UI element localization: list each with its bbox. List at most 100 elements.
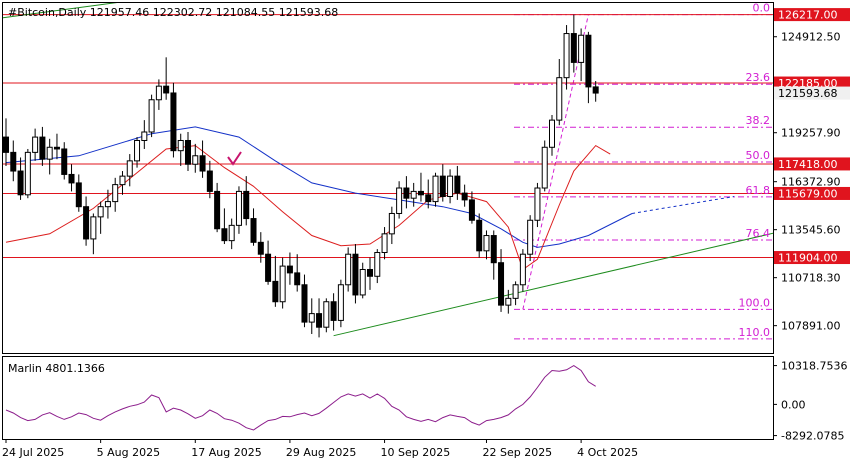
candle[interactable]	[367, 257, 373, 290]
candle[interactable]	[134, 137, 141, 168]
price-level-badge[interactable]: 111904.00	[774, 251, 850, 265]
candle[interactable]	[112, 177, 119, 212]
candle-body-bull	[97, 206, 104, 218]
candle[interactable]	[527, 215, 534, 262]
candle[interactable]	[126, 154, 133, 187]
candle[interactable]	[148, 94, 155, 138]
candle[interactable]	[541, 140, 548, 192]
candle[interactable]	[512, 281, 519, 306]
candle[interactable]	[381, 227, 388, 260]
candle[interactable]	[447, 169, 454, 204]
candle[interactable]	[243, 176, 250, 226]
candle[interactable]	[410, 182, 417, 207]
candle[interactable]	[228, 218, 235, 250]
candle[interactable]	[235, 186, 242, 234]
candle[interactable]	[417, 172, 424, 202]
candle[interactable]	[155, 79, 162, 110]
candle[interactable]	[24, 148, 31, 199]
candle[interactable]	[374, 249, 381, 284]
main-plot: 0.0 23.6 38.2 50.0 61.8 76.4 100.0 110.0	[3, 2, 778, 340]
indicator-tick-label: -8292.0785	[781, 430, 844, 443]
candle[interactable]	[286, 252, 293, 285]
candle[interactable]	[483, 230, 490, 260]
candle[interactable]	[352, 244, 359, 304]
candle[interactable]	[61, 142, 68, 180]
candle[interactable]	[206, 160, 213, 199]
candle[interactable]	[345, 247, 352, 292]
price-level-badge[interactable]: 121593.68	[774, 86, 850, 101]
candle-body-bull	[90, 216, 97, 240]
chart-title: #Bitcoin,Daily 121957.46 122302.72 12108…	[8, 6, 338, 19]
candle[interactable]	[214, 182, 221, 233]
candle[interactable]	[505, 289, 512, 314]
checkmark-drawing[interactable]	[227, 151, 242, 166]
candle[interactable]	[388, 206, 395, 245]
candle[interactable]	[221, 208, 228, 245]
candle[interactable]	[585, 31, 592, 104]
candle[interactable]	[177, 133, 184, 166]
candle[interactable]	[563, 25, 570, 90]
candle[interactable]	[119, 171, 126, 195]
candle[interactable]	[199, 140, 206, 178]
trend-line[interactable]	[333, 232, 778, 337]
candle[interactable]	[592, 81, 599, 102]
price-tick-label: 110718.30	[781, 272, 841, 285]
candle[interactable]	[10, 140, 17, 182]
candle[interactable]	[104, 189, 111, 219]
candle[interactable]	[330, 293, 337, 331]
candle[interactable]	[534, 182, 541, 228]
candle[interactable]	[316, 298, 323, 338]
candle[interactable]	[192, 143, 199, 173]
candle[interactable]	[97, 201, 104, 234]
candle[interactable]	[490, 230, 497, 280]
price-level-badge[interactable]: 117418.00	[774, 157, 850, 171]
candle[interactable]	[498, 249, 505, 312]
candle[interactable]	[90, 213, 97, 255]
candle[interactable]	[83, 196, 90, 246]
candle[interactable]	[32, 128, 39, 161]
candle[interactable]	[461, 184, 468, 207]
candle[interactable]	[39, 126, 46, 166]
candle[interactable]	[17, 157, 24, 200]
candle[interactable]	[476, 213, 483, 258]
candle[interactable]	[403, 176, 410, 209]
candle[interactable]	[556, 59, 563, 126]
candle[interactable]	[170, 82, 177, 158]
candle[interactable]	[257, 232, 264, 263]
candle-body-bear	[570, 33, 577, 63]
candle[interactable]	[396, 181, 403, 219]
candle[interactable]	[53, 133, 60, 160]
candle[interactable]	[439, 164, 446, 202]
candle[interactable]	[519, 249, 526, 292]
candle[interactable]	[68, 164, 75, 192]
candle[interactable]	[294, 254, 301, 292]
candle[interactable]	[3, 118, 9, 166]
candle[interactable]	[323, 298, 330, 333]
candle[interactable]	[454, 165, 461, 200]
candle[interactable]	[337, 279, 344, 328]
candle-body-bull	[563, 33, 570, 79]
fib-anchor-line[interactable]	[522, 14, 589, 310]
price-level-badge[interactable]: 126217.00	[774, 8, 850, 22]
candle[interactable]	[185, 132, 191, 172]
candle[interactable]	[468, 191, 475, 224]
candle[interactable]	[549, 115, 555, 156]
candle[interactable]	[163, 57, 170, 100]
candle[interactable]	[250, 208, 257, 246]
candle[interactable]	[308, 298, 315, 334]
candle[interactable]	[265, 240, 272, 285]
candle[interactable]	[272, 255, 279, 307]
candle-body-bear	[439, 175, 446, 198]
price-level-badge[interactable]: 115679.00	[774, 186, 850, 201]
candle[interactable]	[432, 172, 439, 207]
candle[interactable]	[75, 174, 82, 212]
candle[interactable]	[578, 28, 585, 82]
candle[interactable]	[425, 179, 432, 209]
candle[interactable]	[141, 120, 148, 149]
candle[interactable]	[279, 257, 286, 309]
candle[interactable]	[301, 274, 308, 328]
candle[interactable]	[46, 138, 53, 175]
candle[interactable]	[359, 262, 366, 299]
candle[interactable]	[570, 14, 577, 73]
